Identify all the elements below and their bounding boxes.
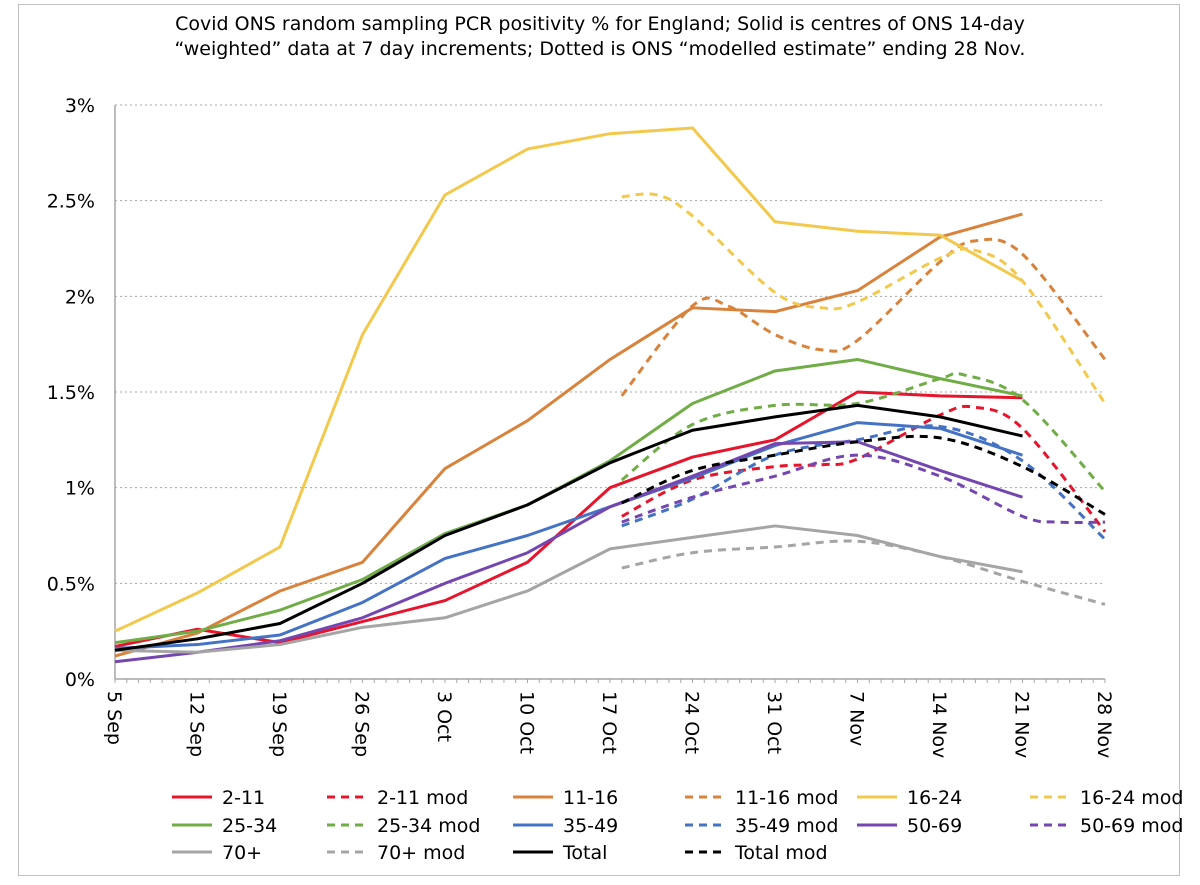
x-tick-label: 31 Oct — [763, 691, 785, 754]
series-line-total-mod — [621, 434, 1106, 516]
series-line-50-69 — [114, 440, 1023, 664]
series-line-total — [114, 403, 1023, 652]
x-tick-label: 26 Sep — [351, 691, 373, 757]
series-line-35-49-mod — [621, 424, 1107, 541]
y-tick-label: 2% — [65, 286, 95, 308]
legend-label-total: Total — [562, 842, 607, 864]
legend-label-11-16-mod: 11-16 mod — [735, 787, 838, 809]
x-tick-label: 14 Nov — [928, 691, 950, 758]
series-line-70- — [114, 524, 1023, 654]
series-line-2-11-mod — [621, 404, 1107, 533]
series-line-16-24-mod — [621, 192, 1107, 405]
chart-title: Covid ONS random sampling PCR positivity… — [0, 12, 1200, 62]
series-line-2-11 — [114, 390, 1023, 648]
y-tick-label: 0.5% — [47, 573, 95, 595]
x-tick-label: 24 Oct — [681, 691, 703, 754]
legend-label-11-16: 11-16 — [563, 787, 618, 809]
legend-label-50-69-mod: 50-69 mod — [1080, 815, 1183, 837]
y-tick-label: 2.5% — [47, 191, 95, 213]
legend-label-25-34: 25-34 — [222, 815, 277, 837]
x-tick-label: 28 Nov — [1093, 691, 1115, 758]
legend-label-35-49: 35-49 — [563, 815, 618, 837]
title-line-1: Covid ONS random sampling PCR positivity… — [175, 13, 1025, 35]
chart-frame — [18, 4, 1180, 876]
legend-label-70-: 70+ — [222, 842, 262, 864]
series-line-25-34 — [114, 357, 1023, 645]
series-line-16-24 — [114, 126, 1024, 633]
title-line-2: “weighted” data at 7 day increments; Dot… — [174, 38, 1026, 60]
x-tick-label: 17 Oct — [598, 691, 620, 754]
y-tick-label: 1% — [65, 478, 95, 500]
series-line-11-16 — [114, 212, 1023, 658]
legend-label-50-69: 50-69 — [907, 815, 962, 837]
y-tick-label: 0% — [65, 669, 95, 691]
series-line-11-16-mod — [620, 237, 1107, 397]
x-tick-label: 19 Sep — [268, 691, 290, 757]
series-line-25-34-mod — [620, 371, 1107, 493]
legend-label-16-24: 16-24 — [907, 787, 962, 809]
y-tick-label: 3% — [65, 95, 95, 117]
x-tick-label: 5 Sep — [103, 691, 125, 745]
series-line-70-mod — [621, 539, 1106, 606]
legend-label-70-mod: 70+ mod — [377, 842, 465, 864]
x-tick-label: 21 Nov — [1011, 691, 1033, 758]
x-tick-label: 3 Oct — [433, 691, 455, 742]
legend-label-2-11-mod: 2-11 mod — [377, 787, 468, 809]
legend-label-16-24-mod: 16-24 mod — [1080, 787, 1183, 809]
legend-label-35-49-mod: 35-49 mod — [735, 815, 838, 837]
y-tick-label: 1.5% — [47, 382, 95, 404]
legend-label-2-11: 2-11 — [222, 787, 265, 809]
legend-label-25-34-mod: 25-34 mod — [377, 815, 480, 837]
x-tick-label: 7 Nov — [846, 691, 868, 746]
series-line-35-49 — [114, 421, 1023, 650]
legend-label-total-mod: Total mod — [734, 842, 828, 864]
x-tick-label: 12 Sep — [186, 691, 208, 757]
x-tick-label: 10 Oct — [516, 691, 538, 754]
series-line-50-69-mod — [621, 453, 1106, 525]
